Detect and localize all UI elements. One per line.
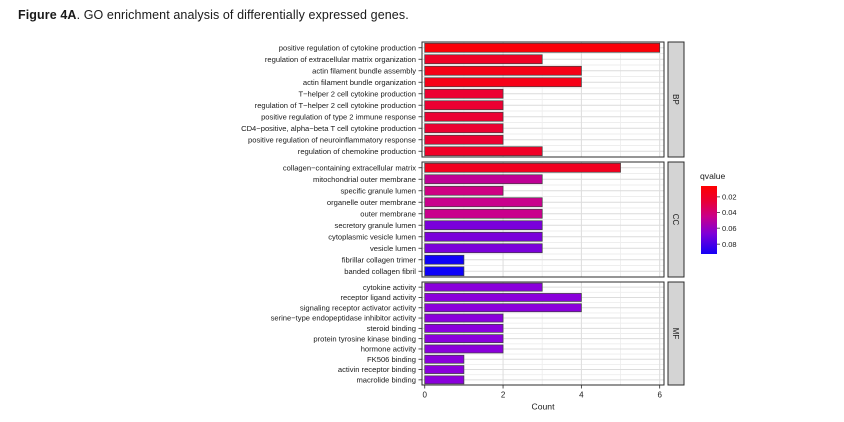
bar	[424, 313, 504, 323]
term-label: signaling receptor activator activity	[300, 303, 416, 312]
bar	[424, 111, 504, 122]
figure-caption-number: Figure 4A	[18, 8, 77, 22]
term-label: secretory granule lumen	[335, 221, 416, 230]
term-label: outer membrane	[360, 209, 416, 218]
bar	[424, 42, 661, 53]
term-label: serine−type endopeptidase inhibitor acti…	[271, 314, 417, 323]
facet-strip	[667, 161, 685, 278]
bar	[424, 365, 465, 374]
legend-tick-label: 0.08	[722, 240, 737, 249]
facet-panel-bp: positive regulation of cytokine producti…	[241, 41, 685, 158]
term-label: actin filament bundle assembly	[312, 66, 416, 75]
term-label: receptor ligand activity	[340, 293, 416, 302]
figure-caption: Figure 4A. GO enrichment analysis of dif…	[18, 8, 409, 22]
term-label: regulation of chemokine production	[298, 147, 416, 156]
term-label: cytokine activity	[363, 283, 416, 292]
x-axis: 0 2 4 6 Count	[423, 385, 662, 412]
bar	[424, 344, 504, 354]
bar	[424, 208, 543, 219]
x-tick-label: 4	[579, 391, 584, 400]
legend-tick-label: 0.04	[722, 208, 737, 217]
bar	[424, 293, 582, 302]
legend-tick-label: 0.06	[722, 224, 737, 233]
bar	[424, 100, 504, 111]
facet-panel-cc: collagen−containing extracellular matrix…	[283, 161, 685, 278]
term-label: cytoplasmic vesicle lumen	[328, 232, 416, 241]
bar	[424, 123, 504, 134]
bar	[424, 282, 543, 292]
term-label: positive regulation of type 2 immune res…	[261, 112, 416, 121]
figure-caption-text: . GO enrichment analysis of differential…	[76, 8, 409, 22]
term-label: specific granule lumen	[340, 186, 416, 195]
bar	[424, 88, 504, 99]
term-label: organelle outer membrane	[327, 198, 416, 207]
legend-title: qvalue	[700, 171, 726, 181]
bar	[424, 174, 543, 185]
term-label: mitochondrial outer membrane	[313, 175, 416, 184]
panel-border	[421, 41, 665, 158]
bar	[424, 54, 543, 65]
bar	[424, 134, 504, 145]
bar	[424, 375, 465, 385]
x-tick-label: 0	[423, 391, 428, 400]
term-label: steroid binding	[367, 324, 416, 333]
facet-strip-label: BP	[671, 94, 680, 105]
term-label: collagen−containing extracellular matrix	[283, 163, 416, 172]
x-tick-label: 2	[501, 391, 506, 400]
term-label: fibrillar collagen trimer	[342, 255, 417, 264]
bar	[424, 77, 582, 88]
x-tick-label: 6	[657, 391, 662, 400]
bar	[424, 197, 543, 208]
bar	[424, 65, 582, 76]
x-axis-title: Count	[532, 402, 556, 412]
bar	[424, 146, 543, 157]
bar	[424, 162, 621, 173]
bar	[424, 303, 582, 313]
panel-border	[421, 161, 665, 278]
term-label: T−helper 2 cell cytokine production	[298, 89, 416, 98]
term-label: regulation of extracellular matrix organ…	[265, 55, 416, 64]
term-label: banded collagen fibril	[344, 267, 416, 276]
legend-tick-label: 0.02	[722, 193, 737, 202]
bar	[424, 354, 465, 364]
term-label: macrolide binding	[356, 375, 416, 384]
term-label: positive regulation of cytokine producti…	[279, 43, 416, 52]
facet-strip	[667, 281, 685, 386]
term-label: positive regulation of neuroinflammatory…	[248, 135, 416, 144]
term-label: vesicle lumen	[370, 244, 416, 253]
bar	[424, 185, 504, 196]
term-label: CD4−positive, alpha−beta T cell cytokine…	[241, 124, 416, 133]
bar	[424, 266, 465, 277]
bar	[424, 231, 543, 242]
bar	[424, 243, 543, 254]
legend-colorbar	[701, 186, 717, 254]
term-label: actin filament bundle organization	[303, 78, 416, 87]
term-label: regulation of T−helper 2 cell cytokine p…	[255, 101, 416, 110]
term-label: activin receptor binding	[338, 365, 416, 374]
term-label: FK506 binding	[367, 355, 416, 364]
term-label: hormone activity	[361, 345, 416, 354]
facet-strip-label: CC	[671, 214, 680, 226]
facet-strip	[667, 41, 685, 158]
bar	[424, 254, 465, 265]
bar	[424, 220, 543, 231]
bar	[424, 334, 504, 344]
term-label: protein tyrosine kinase binding	[313, 334, 416, 343]
bar	[424, 323, 504, 333]
facet-strip-label: MF	[671, 328, 680, 340]
legend-qvalue: qvalue 0.02 0.04 0.06 0.08	[700, 171, 737, 254]
panel-border	[421, 281, 665, 386]
